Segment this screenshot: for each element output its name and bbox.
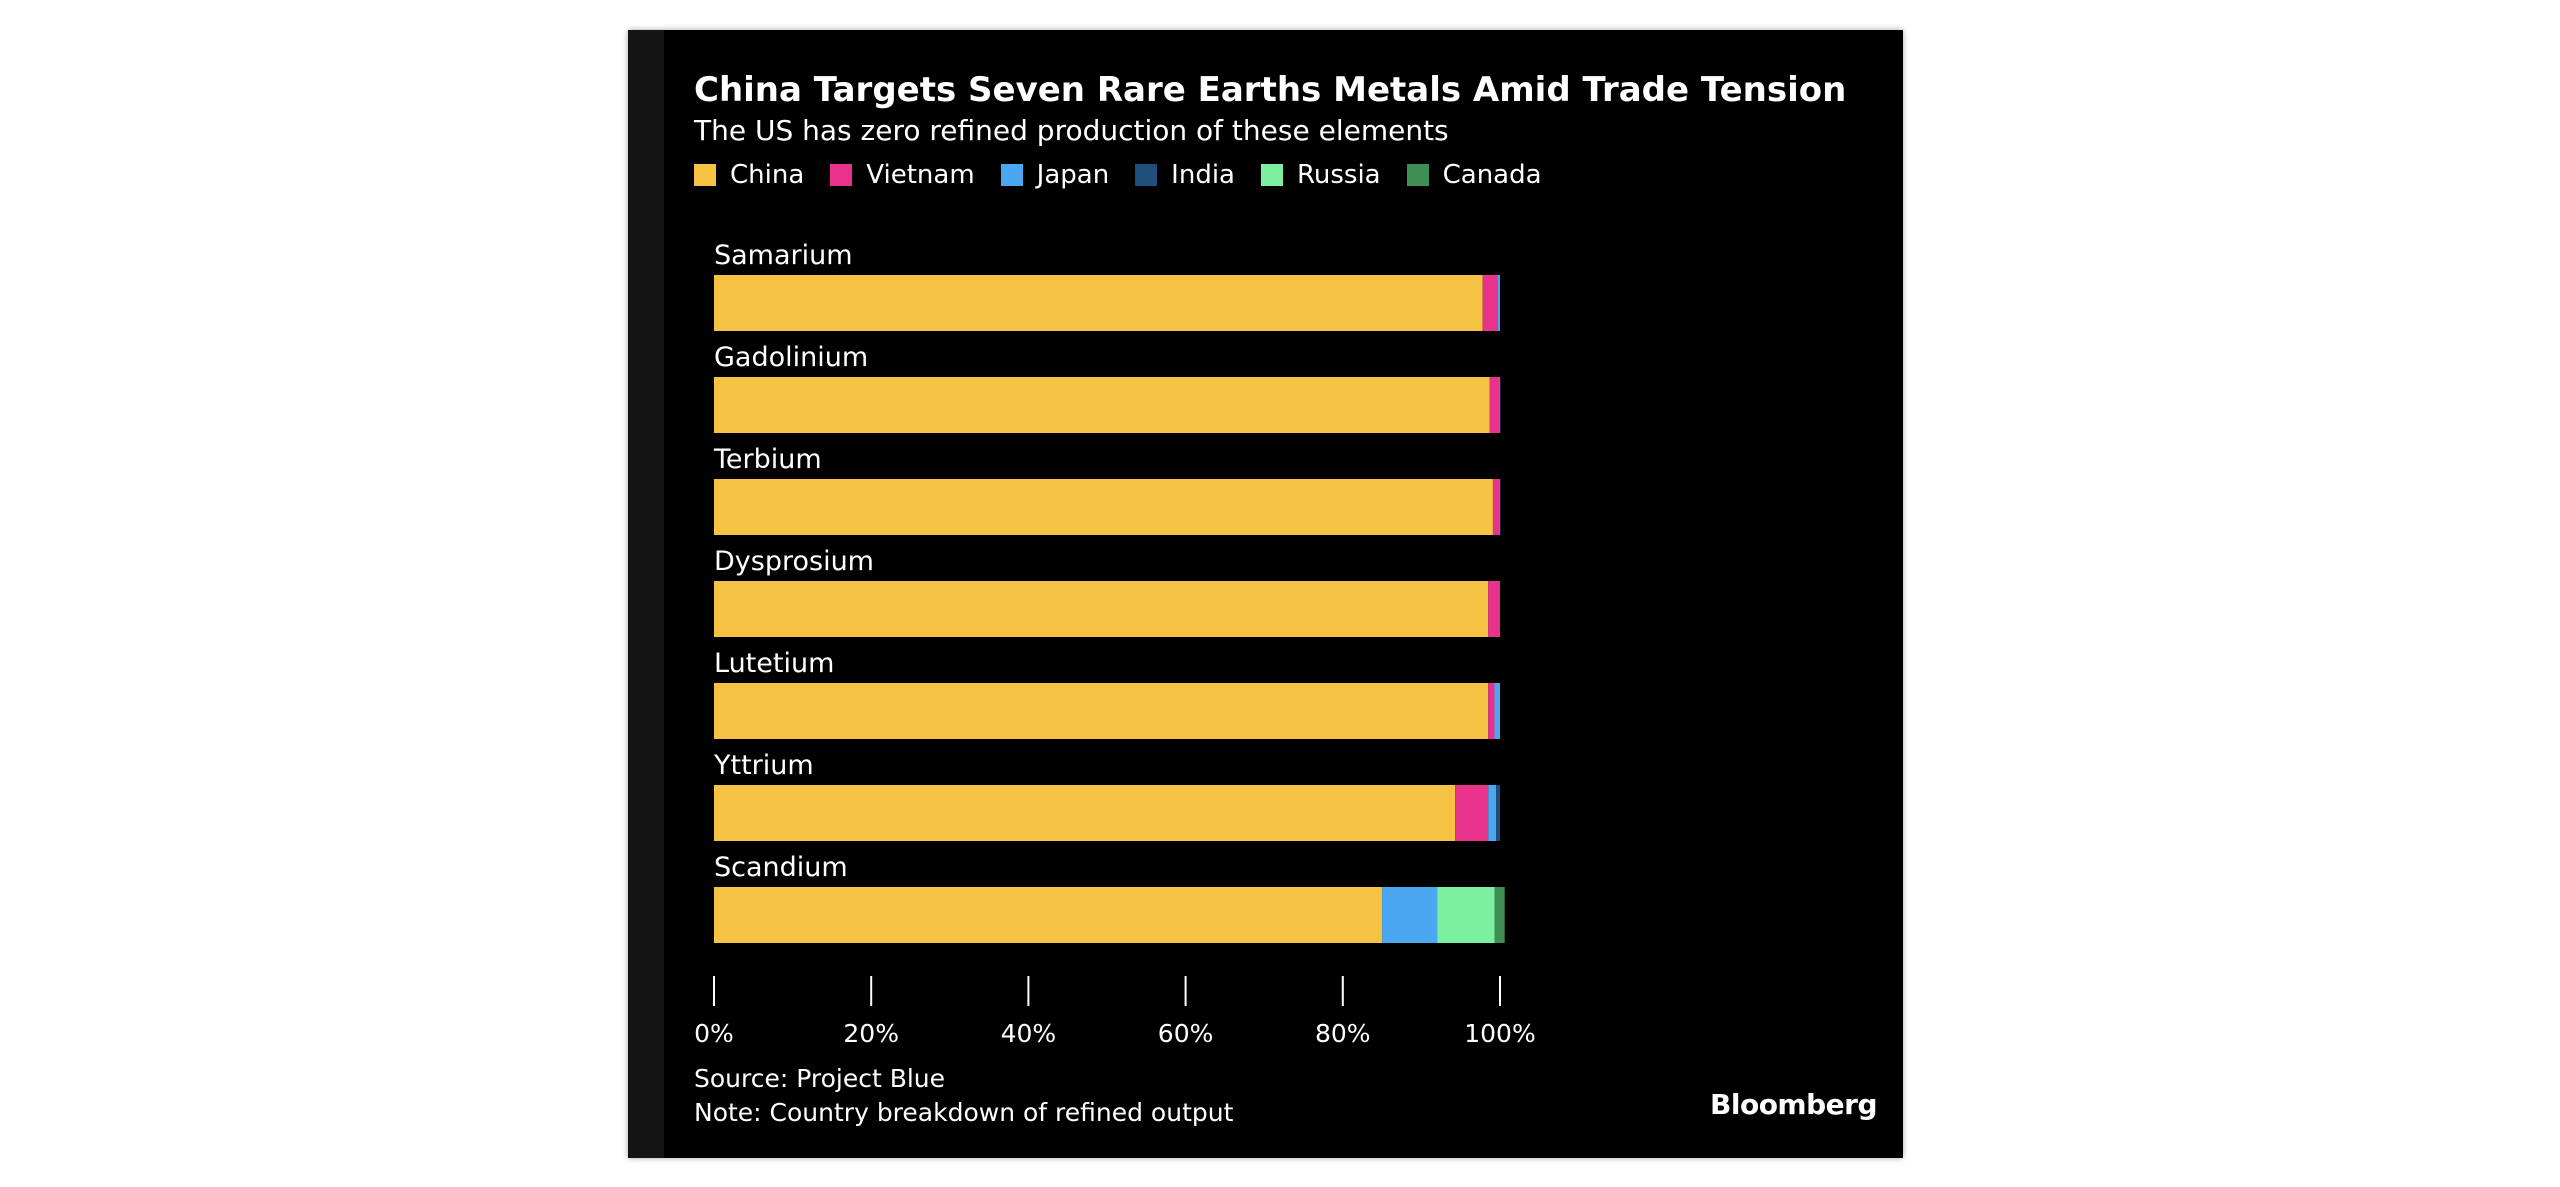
bar-scandium-canada: [1494, 887, 1505, 943]
legend-label-india: India: [1171, 160, 1235, 190]
footnote: Note: Country breakdown of refined outpu…: [694, 1098, 1234, 1127]
category-label-yttrium: Yttrium: [713, 750, 814, 781]
legend-label-vietnam: Vietnam: [866, 160, 975, 190]
bar-yttrium-japan: [1488, 785, 1497, 841]
bar-samarium-china: [714, 275, 1483, 331]
category-label-lutetium: Lutetium: [714, 648, 834, 679]
bar-gadolinium-china: [714, 377, 1490, 433]
bar-yttrium-china: [714, 785, 1456, 841]
category-label-dysprosium: Dysprosium: [714, 546, 874, 577]
x-tick-label-0: 0%: [694, 1019, 734, 1048]
footer: Source: Project Blue Note: Country break…: [694, 1062, 1233, 1130]
bar-yttrium-india: [1496, 785, 1500, 841]
chart-title: China Targets Seven Rare Earths Metals A…: [694, 70, 1847, 110]
bar-terbium-china: [714, 479, 1493, 535]
legend-swatch-japan: [1000, 164, 1023, 186]
bar-scandium-japan: [1382, 887, 1438, 943]
legend-item-japan: Japan: [1000, 160, 1110, 190]
bar-lutetium-vietnam: [1488, 683, 1495, 739]
bar-samarium-japan: [1497, 275, 1500, 331]
legend: China Vietnam Japan India Russia Canada: [694, 160, 1568, 190]
bar-dysprosium-china: [714, 581, 1489, 637]
bar-lutetium-china: [714, 683, 1489, 739]
bar-terbium-vietnam: [1492, 479, 1500, 535]
chart-plot: Samarium Gadolinium Terbium Dysprosium Lutet…: [694, 240, 1536, 1048]
bar-scandium-russia: [1437, 887, 1495, 943]
legend-item-india: India: [1135, 160, 1235, 190]
legend-swatch-china: [694, 164, 716, 186]
legend-label-russia: Russia: [1296, 160, 1381, 190]
x-tick-label-60: 60%: [1158, 1019, 1214, 1048]
bloomberg-logo: Bloomberg: [1710, 1088, 1877, 1121]
bar-gadolinium-vietnam: [1489, 377, 1500, 433]
x-tick-label-100: 100%: [1464, 1019, 1535, 1048]
legend-item-russia: Russia: [1260, 160, 1381, 190]
legend-label-japan: Japan: [1036, 160, 1110, 190]
legend-swatch-india: [1135, 164, 1158, 186]
legend-swatch-vietnam: [830, 164, 853, 186]
source-note: Source: Project Blue: [694, 1064, 946, 1093]
bar-samarium-vietnam: [1482, 275, 1498, 331]
legend-item-canada: Canada: [1406, 160, 1542, 190]
legend-item-vietnam: Vietnam: [830, 160, 975, 190]
x-tick-label-40: 40%: [1001, 1019, 1057, 1048]
bar-lutetium-japan: [1494, 683, 1500, 739]
legend-item-china: China: [694, 160, 804, 190]
bar-scandium-china: [714, 887, 1383, 943]
legend-swatch-canada: [1406, 164, 1429, 186]
bar-dysprosium-vietnam: [1488, 581, 1500, 637]
legend-swatch-russia: [1260, 164, 1283, 186]
x-tick-label-20: 20%: [843, 1019, 899, 1048]
x-tick-label-80: 80%: [1315, 1019, 1371, 1048]
bar-terbium-japan: [1499, 479, 1501, 535]
category-label-terbium: Terbium: [713, 444, 822, 475]
left-edge-bar: [628, 30, 664, 1158]
category-label-scandium: Scandium: [714, 852, 848, 883]
category-label-samarium: Samarium: [714, 240, 853, 271]
category-label-gadolinium: Gadolinium: [714, 342, 868, 373]
legend-label-china: China: [730, 160, 805, 190]
chart-card: China Targets Seven Rare Earths Metals A…: [628, 30, 1903, 1158]
legend-label-canada: Canada: [1442, 160, 1542, 190]
bar-gadolinium-japan: [1499, 377, 1501, 433]
chart-subtitle: The US has zero refined production of th…: [694, 114, 1449, 147]
bar-yttrium-vietnam: [1455, 785, 1489, 841]
